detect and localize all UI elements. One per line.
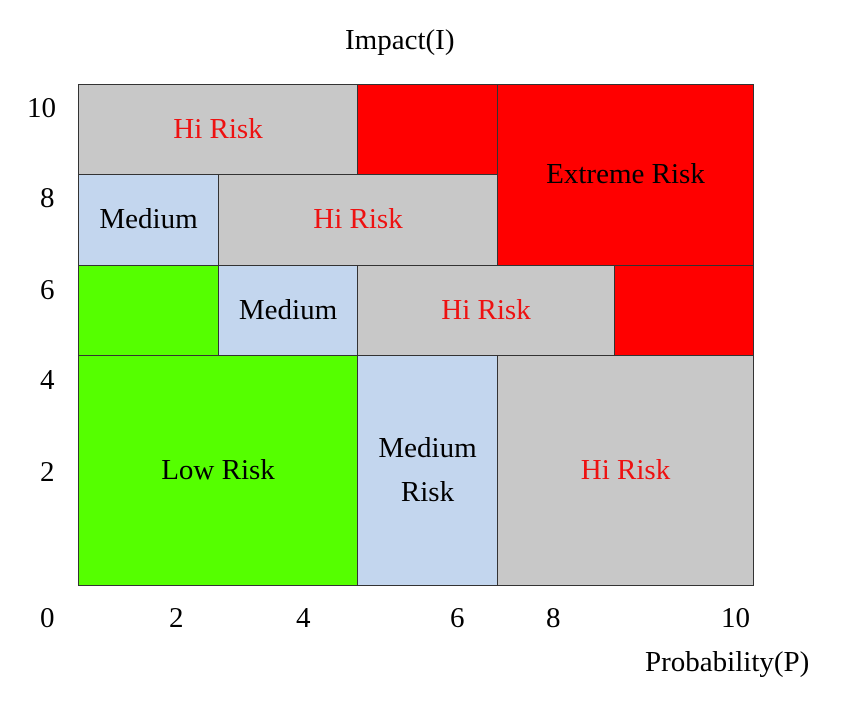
risk-cell-medium: Medium: [78, 174, 219, 266]
x-tick-label: 10: [721, 602, 750, 634]
risk-cell-medium: Medium: [218, 265, 358, 356]
y-axis-title: Impact(I): [345, 24, 455, 56]
risk-cell-low: Low Risk: [78, 355, 358, 586]
risk-cell-low: [78, 265, 219, 356]
y-tick-label: 2: [40, 456, 55, 488]
risk-matrix: Hi Risk Extreme Risk Medium Hi Risk Medi…: [78, 84, 754, 586]
y-tick-label: 4: [40, 364, 55, 396]
x-tick-label: 4: [296, 602, 311, 634]
risk-cell-medium: Medium Risk: [357, 355, 498, 586]
risk-cell-extreme: [614, 265, 754, 356]
risk-cell-extreme: [357, 84, 498, 175]
risk-cell-high: Hi Risk: [357, 265, 615, 356]
risk-cell-extreme: Extreme Risk: [497, 84, 754, 266]
x-axis-title: Probability(P): [645, 646, 810, 678]
risk-cell-high: Hi Risk: [497, 355, 754, 586]
x-tick-label: 2: [169, 602, 184, 634]
risk-cell-high: Hi Risk: [218, 174, 498, 266]
x-tick-label: 8: [546, 602, 561, 634]
y-tick-label: 10: [27, 92, 56, 124]
x-tick-label: 0: [40, 602, 55, 634]
y-tick-label: 8: [40, 182, 55, 214]
x-tick-label: 6: [450, 602, 465, 634]
y-tick-label: 6: [40, 274, 55, 306]
risk-cell-high: Hi Risk: [78, 84, 358, 175]
